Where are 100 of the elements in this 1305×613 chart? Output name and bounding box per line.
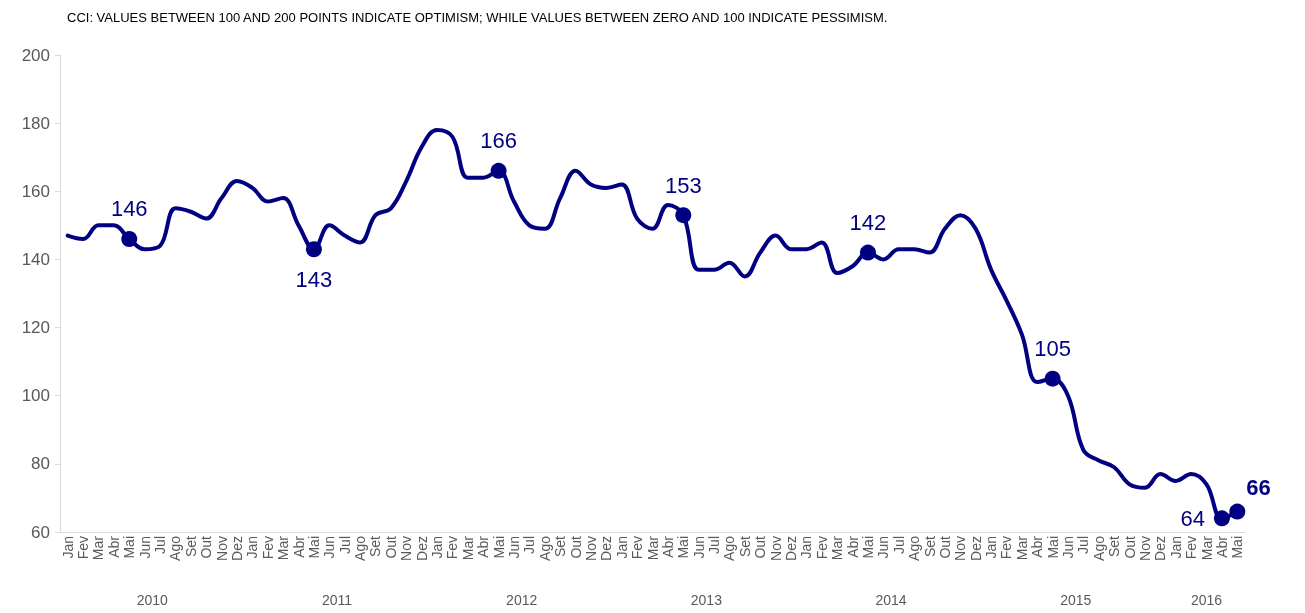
x-tick-label: Mai <box>1229 536 1246 559</box>
x-tick-label: Set <box>367 535 384 558</box>
data-label: 146 <box>110 196 148 222</box>
x-tick-label: Out <box>752 535 769 559</box>
x-tick-label: Set <box>736 535 753 558</box>
x-tick-label: Dez <box>228 536 245 561</box>
x-tick-label: Jun <box>136 536 153 559</box>
x-tick-label: Jul <box>152 536 169 554</box>
text: 2010 <box>136 592 169 608</box>
x-tick-label: Ago <box>721 535 738 561</box>
x-tick-label: Jun <box>505 536 522 559</box>
x-tick-label: Jan <box>983 536 1000 559</box>
x-tick-label: Dez <box>598 536 615 561</box>
x-tick-label: Mai <box>859 536 876 559</box>
x-tick-label: Out <box>382 535 399 559</box>
data-label: 64 <box>1180 505 1205 531</box>
x-tick-label: Mar <box>459 535 476 561</box>
x-tick-label: Fev <box>813 536 830 560</box>
point <box>1044 370 1061 387</box>
x-tick-label: Mar <box>275 535 292 561</box>
y-tick-label: 80 <box>31 454 50 474</box>
x-tick-label: Nov <box>582 536 599 561</box>
x-tick-label: Fev <box>444 536 461 560</box>
x-tick-label: Dez <box>967 536 984 561</box>
data-label: 66 <box>1246 475 1271 501</box>
x-tick-label: Jan <box>59 536 76 559</box>
point <box>305 241 322 258</box>
x-tick-label: Abr <box>1213 535 1230 558</box>
x-tick-label: Out <box>936 535 953 559</box>
point <box>675 207 692 224</box>
x-tick-label: Abr <box>659 535 676 558</box>
x-tick-label: Dez <box>1152 536 1169 561</box>
x-tick-label: Ago <box>906 535 923 561</box>
x-tick-label: Jun <box>875 536 892 559</box>
x-tick-label: Mai <box>490 536 507 559</box>
data-label: 166 <box>480 128 517 154</box>
x-tick-label: Mar <box>1013 535 1030 561</box>
x-tick-label: Nov <box>398 536 415 561</box>
x-tick-label: Jan <box>613 536 630 559</box>
x-tick-label: Mai <box>305 536 322 559</box>
text: 2015 <box>1060 592 1092 608</box>
x-tick-label: Out <box>1121 535 1138 559</box>
x-tick-label: Ago <box>536 535 553 561</box>
x-tick-label: Abr <box>1029 535 1046 558</box>
data-label: 105 <box>1034 336 1071 362</box>
x-tick-label: Mar <box>90 535 107 561</box>
point <box>1213 510 1230 527</box>
x-tick-label: Set <box>921 535 938 558</box>
x-tick-label: Jan <box>1167 536 1184 559</box>
x-tick-label: Abr <box>475 535 492 558</box>
x-tick-label: Dez <box>413 536 430 561</box>
x-tick-label: Mar <box>1198 535 1215 561</box>
x-tick-label: Jul <box>336 536 353 554</box>
text: 2011 <box>321 592 353 608</box>
chart-title: CCI: VALUES BETWEEN 100 AND 200 POINTS INDICATE OPTIMISM; WHILE VALUES BETWEEN ZERO AND 100 INDICATE PESSIMISM. <box>67 10 888 25</box>
x-tick-label: Set <box>552 535 569 558</box>
x-tick-label: Nov <box>952 536 969 561</box>
x-tick-label: Jan <box>798 536 815 559</box>
x-tick-label: Ago <box>1090 535 1107 561</box>
y-tick-label: 100 <box>21 386 50 406</box>
x-tick-label: Fev <box>1183 536 1200 560</box>
x-tick-label: Out <box>567 535 584 559</box>
y-tick-label: 60 <box>31 522 50 542</box>
point <box>859 244 876 261</box>
y-tick-label: 140 <box>21 249 50 269</box>
x-tick-label: Fev <box>259 536 276 560</box>
x-tick-label: Jul <box>706 536 723 554</box>
text: 2013 <box>690 592 723 608</box>
x-tick-label: Abr <box>844 535 861 558</box>
x-tick-label: Ago <box>167 535 184 561</box>
y-tick-label: 180 <box>21 113 50 133</box>
y-tick-label: 160 <box>21 181 50 201</box>
x-tick-label: Fev <box>75 536 92 560</box>
data-label: 142 <box>849 210 887 236</box>
text: 2014 <box>875 592 907 608</box>
x-tick-label: Mai <box>1044 536 1061 559</box>
x-tick-label: Ago <box>352 535 369 561</box>
x-tick-label: Jul <box>521 536 538 554</box>
x-tick-label: Mar <box>644 535 661 561</box>
x-tick-label: Dez <box>783 536 800 561</box>
x-tick-label: Jun <box>690 536 707 559</box>
x-tick-label: Mai <box>121 536 138 559</box>
x-tick-label: Mai <box>675 536 692 559</box>
x-tick-label: Nov <box>213 536 230 561</box>
x-tick-label: Fev <box>998 536 1015 560</box>
text: 2012 <box>506 592 538 608</box>
x-tick-label: Mar <box>829 535 846 561</box>
x-tick-label: Jan <box>429 536 446 559</box>
x-tick-label: Set <box>1106 535 1123 558</box>
x-tick-label: Jul <box>890 536 907 554</box>
y-tick-label: 200 <box>21 45 50 65</box>
x-tick-label: Jul <box>1075 536 1092 554</box>
x-tick-label: Nov <box>767 536 784 561</box>
text: 2016 <box>1190 592 1223 608</box>
x-tick-label: Jan <box>244 536 261 559</box>
data-label: 143 <box>295 266 333 292</box>
point <box>490 162 507 179</box>
x-tick-label: Abr <box>105 535 122 558</box>
x-tick-label: Jun <box>1060 536 1077 559</box>
x-tick-label: Out <box>198 535 215 559</box>
